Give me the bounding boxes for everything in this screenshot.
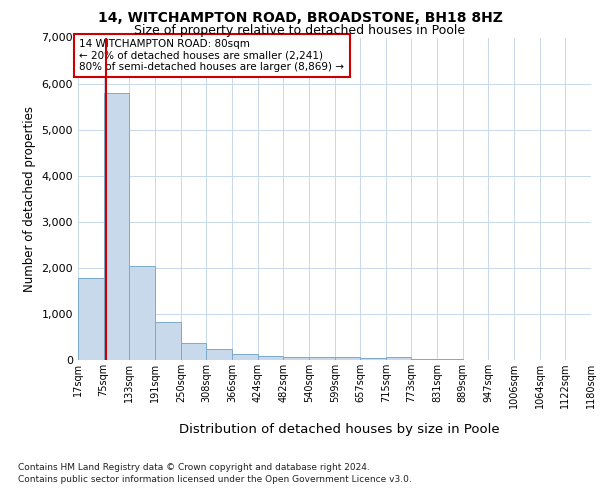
- Bar: [206, 349, 232, 360]
- Bar: [257, 356, 283, 360]
- Text: Size of property relative to detached houses in Poole: Size of property relative to detached ho…: [134, 24, 466, 37]
- Bar: [104, 93, 129, 360]
- Text: 14 WITCHAMPTON ROAD: 80sqm
← 20% of detached houses are smaller (2,241)
80% of s: 14 WITCHAMPTON ROAD: 80sqm ← 20% of deta…: [79, 39, 344, 72]
- Bar: [361, 358, 386, 360]
- Bar: [155, 322, 181, 360]
- Bar: [386, 357, 412, 360]
- Y-axis label: Number of detached properties: Number of detached properties: [23, 106, 36, 292]
- Bar: [129, 266, 155, 360]
- Bar: [308, 357, 335, 360]
- Text: Distribution of detached houses by size in Poole: Distribution of detached houses by size …: [179, 422, 499, 436]
- Bar: [181, 343, 206, 360]
- Text: Contains public sector information licensed under the Open Government Licence v3: Contains public sector information licen…: [18, 475, 412, 484]
- Bar: [78, 278, 104, 360]
- Bar: [232, 354, 257, 360]
- Text: Contains HM Land Registry data © Crown copyright and database right 2024.: Contains HM Land Registry data © Crown c…: [18, 462, 370, 471]
- Text: 14, WITCHAMPTON ROAD, BROADSTONE, BH18 8HZ: 14, WITCHAMPTON ROAD, BROADSTONE, BH18 8…: [98, 11, 502, 25]
- Bar: [283, 357, 308, 360]
- Bar: [335, 358, 361, 360]
- Bar: [412, 359, 437, 360]
